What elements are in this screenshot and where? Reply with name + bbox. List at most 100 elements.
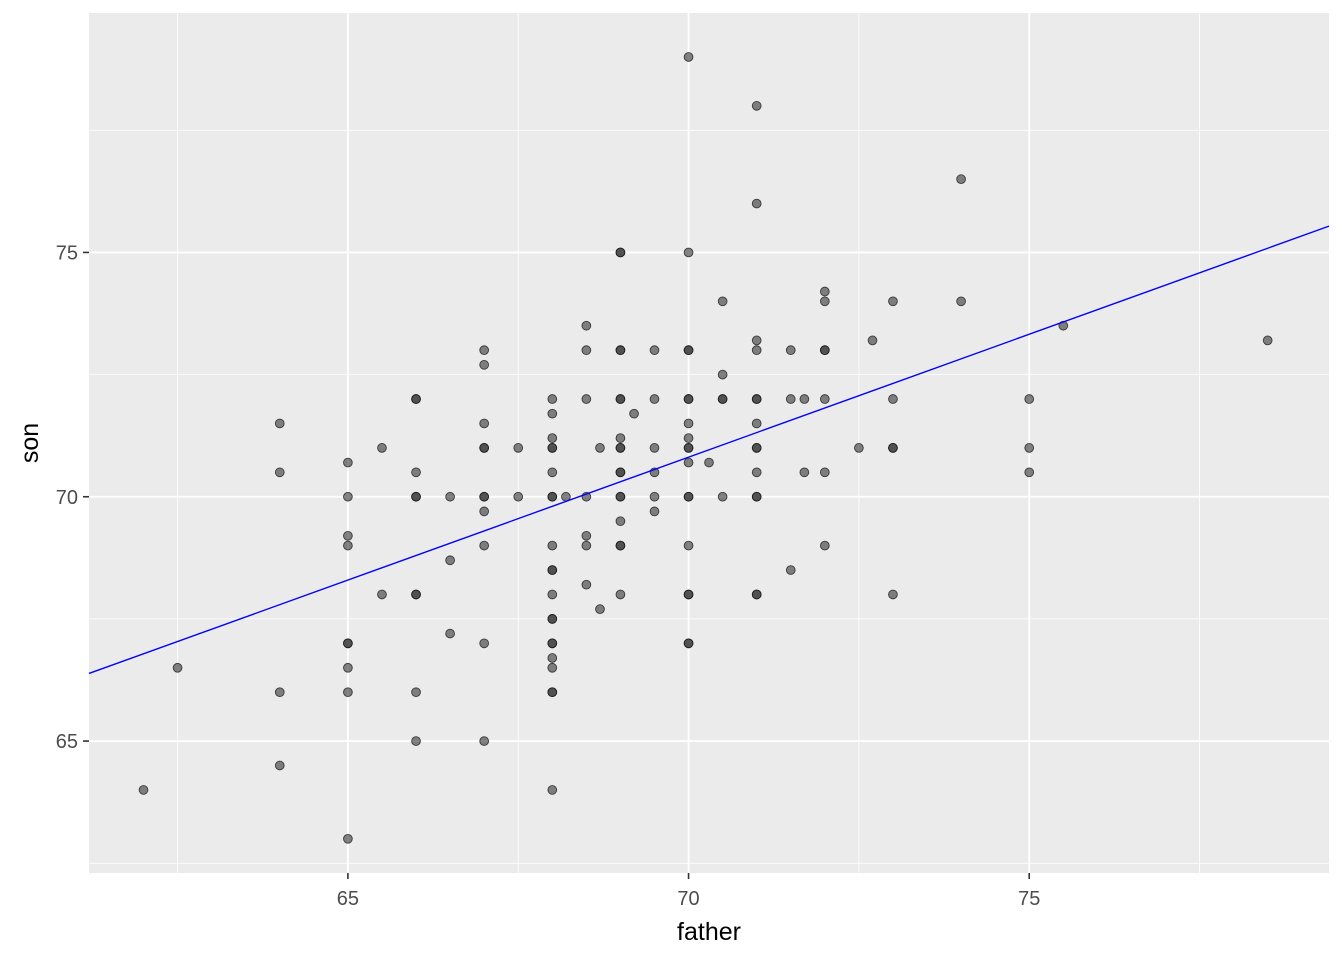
data-points <box>138 52 1273 844</box>
data-point <box>615 589 626 600</box>
data-point <box>717 394 728 404</box>
data-point <box>615 345 626 356</box>
data-point <box>547 565 558 575</box>
data-point <box>479 491 490 502</box>
data-point <box>343 491 353 502</box>
data-point <box>867 335 878 346</box>
data-point <box>595 604 605 614</box>
data-point <box>888 394 898 404</box>
data-point <box>785 394 796 404</box>
data-point <box>1024 467 1035 478</box>
data-point <box>888 443 898 453</box>
data-point <box>445 555 455 566</box>
data-point <box>751 589 762 600</box>
data-point <box>411 394 421 404</box>
data-point <box>343 687 353 698</box>
data-point <box>411 589 421 600</box>
data-point <box>445 628 455 639</box>
data-point <box>1024 443 1035 453</box>
data-point <box>819 345 830 356</box>
data-point <box>445 491 455 502</box>
data-point <box>717 296 728 307</box>
data-point <box>479 443 490 453</box>
data-point <box>683 433 694 443</box>
data-point <box>547 662 558 673</box>
y-tick-label: 70 <box>56 487 78 509</box>
data-point <box>547 443 558 453</box>
data-point <box>683 589 694 600</box>
data-point <box>479 638 490 649</box>
data-point <box>581 320 592 331</box>
data-point <box>751 335 762 346</box>
data-point <box>547 408 558 419</box>
data-point <box>683 443 694 453</box>
data-point <box>138 785 149 795</box>
data-point <box>479 345 490 356</box>
data-point <box>751 198 762 209</box>
data-point <box>343 638 353 649</box>
data-point <box>704 457 714 468</box>
data-point <box>343 530 353 541</box>
data-point <box>581 530 592 541</box>
data-point <box>274 418 285 429</box>
data-point <box>683 638 694 649</box>
data-point <box>172 662 183 673</box>
data-point <box>751 418 762 429</box>
data-point <box>343 540 353 551</box>
data-point <box>547 394 558 404</box>
data-point <box>819 296 830 307</box>
data-point <box>547 491 558 502</box>
data-point <box>785 345 796 356</box>
data-point <box>547 433 558 443</box>
data-point <box>819 394 830 404</box>
data-point <box>751 491 762 502</box>
data-point <box>547 540 558 551</box>
x-axis-title: father <box>677 918 741 946</box>
y-tick-label: 75 <box>56 242 78 264</box>
data-point <box>581 394 592 404</box>
data-point <box>717 369 728 380</box>
data-point <box>751 443 762 453</box>
data-point <box>1262 335 1273 346</box>
data-point <box>479 540 490 551</box>
data-point <box>649 345 660 356</box>
data-point <box>377 443 387 453</box>
data-point <box>547 467 558 478</box>
data-point <box>595 443 605 453</box>
data-point <box>751 345 762 356</box>
data-point <box>479 736 490 746</box>
data-point <box>854 443 864 453</box>
data-point <box>751 394 762 404</box>
data-point <box>683 457 694 468</box>
data-point <box>547 589 558 600</box>
data-point <box>819 540 830 551</box>
data-point <box>956 174 966 184</box>
data-point <box>615 443 626 453</box>
data-point <box>615 540 626 551</box>
data-point <box>547 785 558 795</box>
x-tick-label: 70 <box>677 888 699 910</box>
data-point <box>683 491 694 502</box>
x-tick-label: 75 <box>1018 888 1040 910</box>
data-point <box>683 418 694 429</box>
data-point <box>343 662 353 673</box>
data-point <box>751 100 762 111</box>
data-point <box>615 516 626 527</box>
data-point <box>819 286 830 297</box>
y-axis-title: son <box>16 423 44 463</box>
data-point <box>751 467 762 478</box>
data-point <box>547 687 558 698</box>
data-point <box>683 394 694 404</box>
data-point <box>581 579 592 590</box>
plot-panel <box>89 13 1329 873</box>
data-point <box>411 467 421 478</box>
data-point <box>649 506 660 517</box>
data-point <box>479 506 490 517</box>
data-point <box>377 589 387 600</box>
data-point <box>411 491 421 502</box>
data-point <box>683 540 694 551</box>
x-axis-ticks: 65 70 75 <box>337 873 1040 910</box>
regression-line <box>88 225 1330 675</box>
data-point <box>547 614 558 624</box>
